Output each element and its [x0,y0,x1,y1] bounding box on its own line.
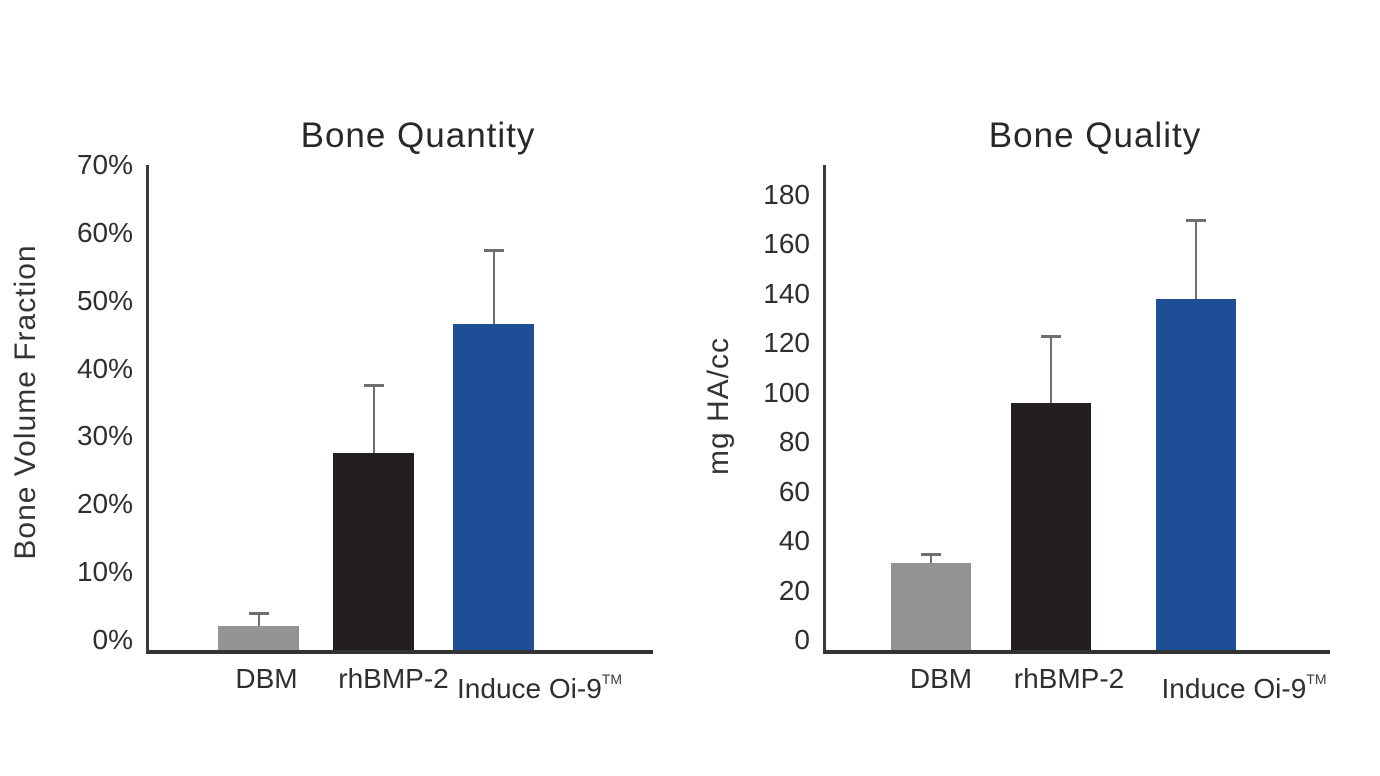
plot-area-bone-quality: 0 20 40 60 80 100 120 140 160 180 DBM rhBMP-2 Induce… [763,165,1330,704]
y-tick-label-60: 60% [76,216,133,248]
y-tick-label-0: 0% [92,624,133,655]
y-tick-label-70: 70% [76,149,133,180]
bar-induce-oi-9 [453,324,534,650]
y-tick-label-10: 10% [76,556,133,588]
error-bar-rhbmp-2 [1050,336,1052,403]
x-axis-label-dbm: DBM [235,663,298,694]
error-bar-cap-dbm [921,552,941,556]
chart-title-bone-quality: Bone Quality [988,116,1202,155]
x-axis-label-dbm: DBM [909,663,973,694]
error-bar-cap-induce-oi-9 [1186,218,1206,222]
error-bar-cap-rhbmp-2 [363,384,384,388]
error-bar-cap-induce-oi-9 [483,248,504,252]
x-axis-label-induce-oi-9: Induce Oi-9TM [457,671,622,704]
x-axis-label-rhbmp-2: rhBMP-2 [338,663,449,694]
y-tick-label-50: 50% [76,284,133,316]
y-tick-label-160: 160 [763,228,810,260]
x-axis-label-rhbmp-2: rhBMP-2 [1013,663,1125,694]
trademark-symbol: TM [1306,671,1327,687]
y-tick-label-20: 20% [76,488,133,520]
y-tick-label-20: 20 [778,574,810,606]
chart-title-bone-quantity: Bone Quantity [300,116,536,155]
bar-induce-oi-9 [1156,298,1236,650]
x-axis-label-induce-oi-9: Induce Oi-9TM [1161,671,1327,704]
y-tick-label-140: 140 [763,277,810,309]
bar-rhbmp-2 [333,453,414,650]
error-bar-induce-oi-9 [1195,219,1197,299]
y-tick-label-180: 180 [763,179,810,210]
y-tick-label-120: 120 [763,327,810,359]
error-bar-dbm [930,553,932,564]
error-bar-induce-oi-9 [492,249,495,325]
trademark-symbol: TM [601,671,622,687]
bar-rhbmp-2 [1011,402,1091,650]
y-tick-label-0: 0 [794,624,810,655]
error-bar-cap-dbm [248,611,269,615]
y-tick-label-80: 80 [778,426,810,458]
error-bar-cap-rhbmp-2 [1041,335,1061,339]
y-tick-label-40: 40% [76,352,133,384]
y-tick-label-30: 30% [76,420,133,452]
error-bar-rhbmp-2 [372,385,375,454]
y-tick-label-60: 60 [778,475,810,507]
y-tick-label-100: 100 [763,376,810,408]
error-bar-dbm [257,612,260,627]
plot-area-bone-quantity: 0% 10% 20% 30% 40% 50% 60% 70% DBM rhBMP-2 Induce … [77,149,653,704]
y-tick-label-40: 40 [778,525,810,557]
bar-dbm [891,563,971,650]
bar-dbm [218,626,299,650]
